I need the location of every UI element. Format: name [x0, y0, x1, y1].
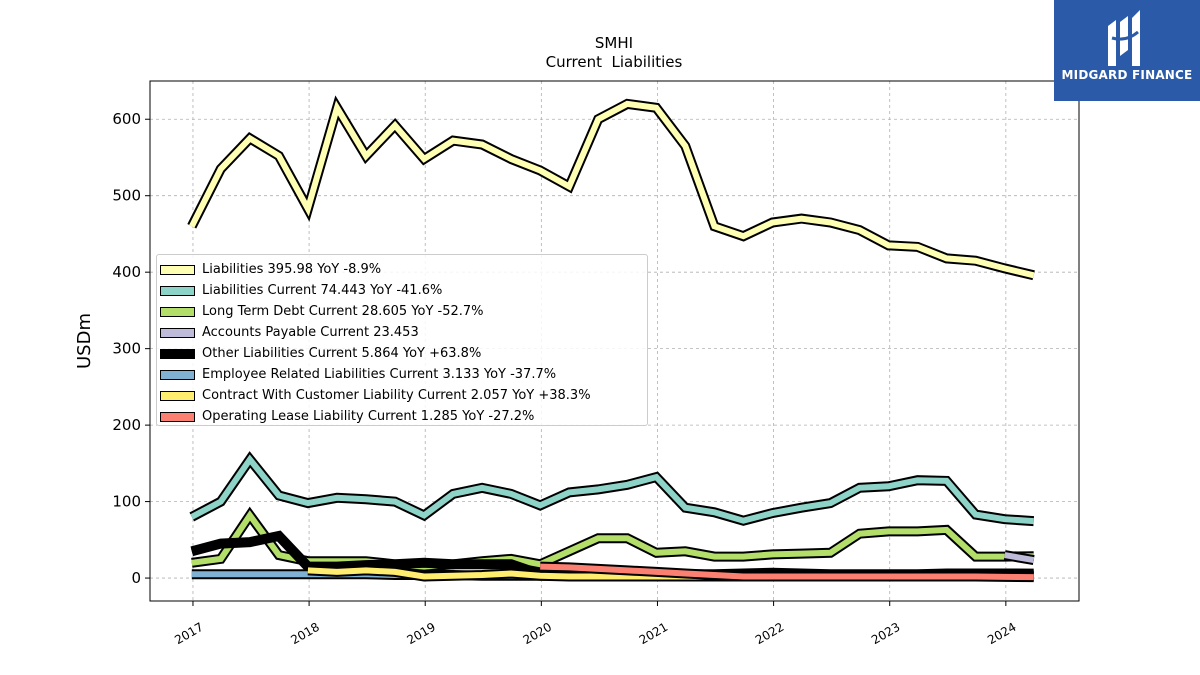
legend-item: Other Liabilities Current 5.864 YoY +63.…	[157, 343, 647, 364]
x-tick-label: 2022	[753, 620, 786, 647]
legend-swatch	[160, 369, 195, 380]
series-line-3	[191, 506, 1034, 572]
x-axis: 2017 2018 2019 2020 2021 2022 2023 2024	[172, 601, 1019, 647]
y-tick-label: 200	[112, 416, 141, 434]
legend-item: Employee Related Liabilities Current 3.1…	[157, 364, 647, 385]
legend-item: Contract With Customer Liability Current…	[157, 385, 647, 406]
chart-title: SMHI	[595, 34, 633, 52]
legend-swatch	[160, 327, 195, 338]
chart-legend: Liabilities 395.98 YoY -8.9% Liabilities …	[156, 254, 648, 426]
series-layer	[187, 95, 1035, 583]
legend-label: Other Liabilities Current 5.864 YoY +63.…	[202, 346, 482, 361]
legend-label: Operating Lease Liability Current 1.285 …	[202, 409, 535, 424]
y-tick-label: 100	[112, 493, 141, 511]
legend-swatch	[160, 390, 195, 401]
x-tick-label: 2017	[172, 620, 205, 647]
legend-swatch	[160, 285, 195, 296]
y-tick-label: 300	[112, 340, 141, 358]
series-line-1	[187, 95, 1035, 281]
series-line-8	[540, 561, 1034, 583]
legend-label: Contract With Customer Liability Current…	[202, 388, 591, 403]
legend-label: Liabilities 395.98 YoY -8.9%	[202, 262, 382, 277]
y-tick-label: 0	[131, 569, 141, 587]
legend-swatch	[160, 348, 195, 359]
series-stroke	[190, 454, 1034, 525]
legend-item: Liabilities Current 74.443 YoY -41.6%	[157, 280, 647, 301]
legend-item: Accounts Payable Current 23.453	[157, 322, 647, 343]
plot-frame	[149, 80, 1080, 602]
x-tick-label: 2019	[404, 620, 437, 647]
legend-item: Long Term Debt Current 28.605 YoY -52.7%	[157, 301, 647, 322]
legend-label: Accounts Payable Current 23.453	[202, 325, 419, 340]
series-stroke	[1004, 552, 1035, 564]
legend-item: Liabilities 395.98 YoY -8.9%	[157, 259, 647, 280]
legend-item: Operating Lease Liability Current 1.285 …	[157, 406, 647, 427]
x-tick-label: 2020	[521, 620, 554, 647]
series-line-2	[189, 451, 1035, 527]
chart-subtitle: Current Liabilities	[546, 53, 683, 71]
y-tick-label: 400	[112, 263, 141, 281]
series-outline	[189, 451, 1035, 527]
brand-logo: MIDGARD FINANCE	[1054, 0, 1200, 101]
y-tick-label: 500	[112, 187, 141, 205]
x-tick-label: 2021	[637, 620, 670, 647]
y-axis-label: USDm	[74, 313, 95, 369]
legend-swatch	[160, 306, 195, 317]
brand-name: MIDGARD FINANCE	[1061, 68, 1193, 82]
legend-label: Long Term Debt Current 28.605 YoY -52.7%	[202, 304, 484, 319]
series-stroke	[189, 100, 1035, 279]
legend-label: Liabilities Current 74.443 YoY -41.6%	[202, 283, 443, 298]
legend-swatch	[160, 264, 195, 275]
legend-swatch	[160, 411, 195, 422]
y-axis: 0 100 200 300 400 500 600	[112, 110, 150, 587]
series-line-4	[1003, 550, 1035, 566]
x-tick-label: 2023	[869, 620, 902, 647]
x-tick-label: 2024	[985, 620, 1018, 647]
y-tick-label: 600	[112, 110, 141, 128]
midgard-m-icon	[1108, 10, 1140, 66]
x-tick-label: 2018	[288, 620, 321, 647]
series-stroke	[540, 563, 1034, 581]
series-outline	[187, 95, 1035, 281]
series-stroke	[191, 510, 1034, 570]
legend-label: Employee Related Liabilities Current 3.1…	[202, 367, 557, 382]
